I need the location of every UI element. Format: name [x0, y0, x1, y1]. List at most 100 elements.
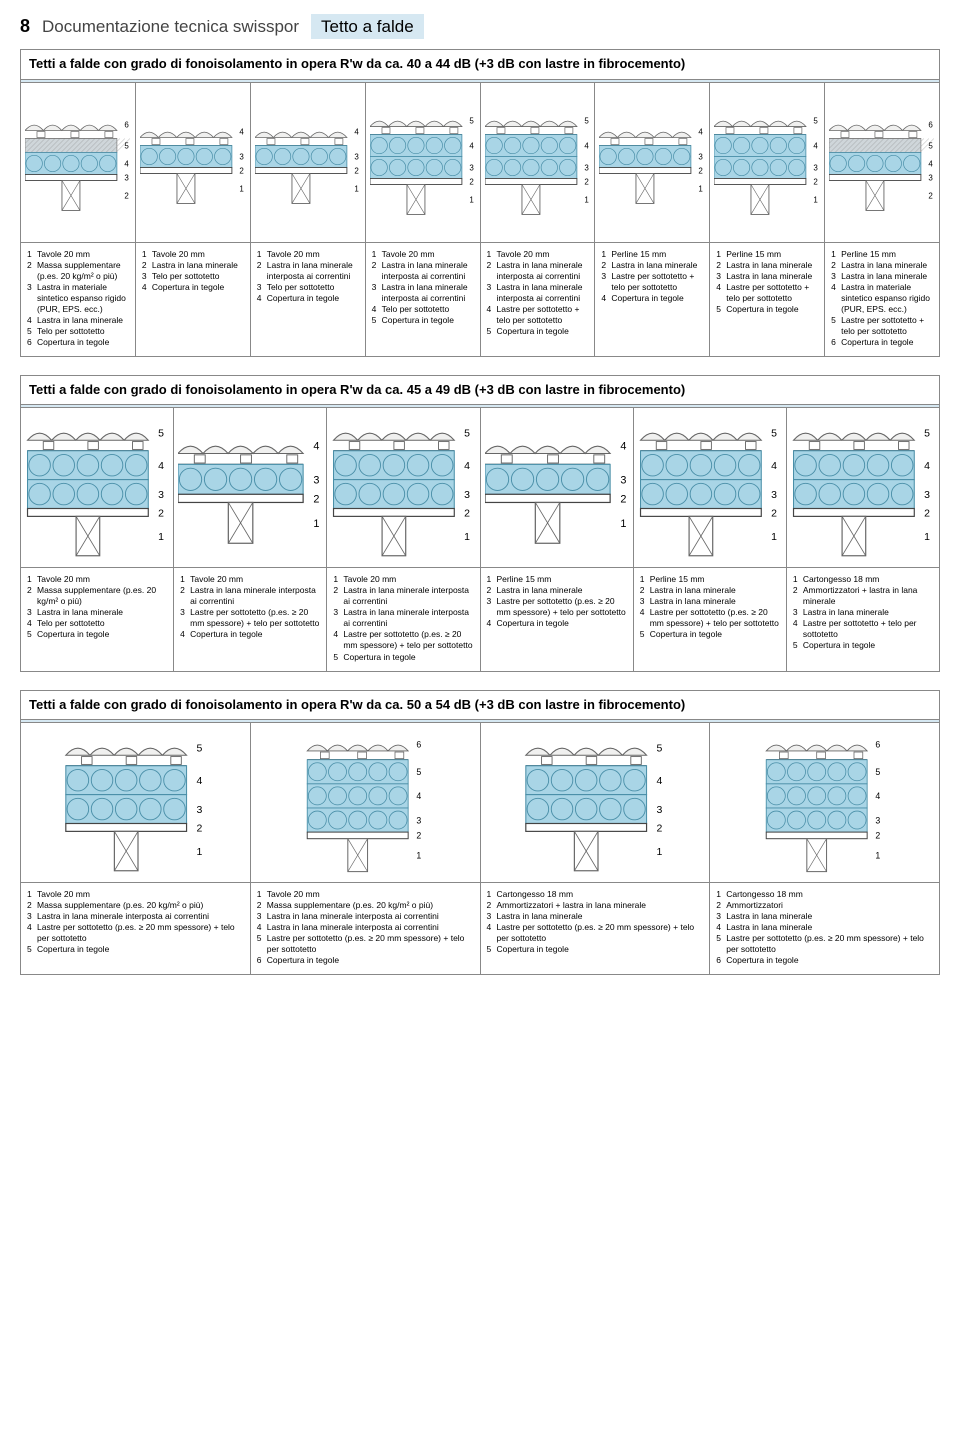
svg-text:2: 2	[814, 177, 819, 186]
legend-item: 2Lastra in lana minerale interposta ai c…	[180, 585, 320, 607]
svg-text:3: 3	[196, 804, 202, 816]
svg-text:2: 2	[929, 191, 934, 200]
svg-text:1: 1	[239, 184, 244, 193]
legend-text: Copertura in tegole	[37, 337, 109, 348]
legend-item: 1Perline 15 mm	[487, 574, 627, 585]
svg-text:6: 6	[876, 739, 881, 749]
legend-item: 1Perline 15 mm	[601, 249, 703, 260]
legend-number: 3	[487, 911, 497, 922]
legend-item: 3Lastre per sottotetto (p.es. ≥ 20 mm sp…	[180, 607, 320, 629]
legend-number: 2	[793, 585, 803, 607]
legend-number: 3	[180, 607, 190, 629]
legend-number: 1	[793, 574, 803, 585]
legend: 1Tavole 20 mm2Massa supplementare (p.es.…	[251, 883, 480, 974]
svg-text:5: 5	[924, 427, 930, 439]
svg-text:2: 2	[656, 822, 662, 834]
legend-text: Lastre per sottotetto (p.es. ≥ 20 mm spe…	[497, 596, 627, 618]
legend-text: Copertura in tegole	[841, 337, 913, 348]
svg-text:4: 4	[929, 159, 934, 168]
roof-variant-cell: 543211Tavole 20 mm2Massa supplementare (…	[21, 723, 251, 974]
roof-diagram: 654321	[251, 723, 480, 883]
legend-item: 3Lastra in lana minerale	[793, 607, 933, 618]
legend-number: 2	[180, 585, 190, 607]
legend-item: 5Telo per sottotetto	[27, 326, 129, 337]
legend-number: 5	[333, 652, 343, 663]
legend: 1Perline 15 mm2Lastra in lana minerale3L…	[634, 568, 786, 648]
legend-item: 5Copertura in tegole	[27, 944, 244, 955]
legend-number: 5	[487, 326, 497, 337]
legend-number: 3	[487, 282, 497, 304]
legend-text: Massa supplementare (p.es. 20 kg/m² o pi…	[37, 585, 167, 607]
legend-item: 2Lastra in lana minerale	[640, 585, 780, 596]
svg-text:5: 5	[416, 767, 421, 777]
svg-text:6: 6	[124, 120, 129, 129]
legend-item: 1Tavole 20 mm	[257, 889, 474, 900]
legend-number: 4	[601, 293, 611, 304]
legend-number: 2	[257, 260, 267, 282]
legend-number: 4	[487, 304, 497, 326]
svg-text:2: 2	[239, 166, 244, 175]
legend-number: 5	[793, 640, 803, 651]
legend: 1Tavole 20 mm2Lastra in lana minerale in…	[327, 568, 479, 670]
legend: 1Tavole 20 mm2Lastra in lana minerale3Te…	[136, 243, 250, 301]
legend-item: 2Lastra in lana minerale interposta ai c…	[333, 585, 473, 607]
legend-number: 3	[372, 282, 382, 304]
legend-number: 3	[716, 911, 726, 922]
legend-text: Lastre per sottotetto (p.es. ≥ 20 mm spe…	[190, 607, 320, 629]
roof-diagram: 654321	[710, 723, 939, 883]
svg-text:3: 3	[924, 489, 930, 501]
legend-number: 3	[27, 282, 37, 315]
legend-item: 2Lastra in lana minerale	[601, 260, 703, 271]
legend-number: 2	[27, 900, 37, 911]
legend-text: Lastra in lana minerale	[726, 922, 812, 933]
svg-text:2: 2	[620, 494, 626, 506]
legend: 1Tavole 20 mm2Lastra in lana minerale in…	[481, 243, 595, 345]
legend-item: 3Lastra in lana minerale interposta ai c…	[487, 282, 589, 304]
legend-number: 4	[831, 282, 841, 315]
svg-text:5: 5	[814, 116, 819, 125]
svg-text:1: 1	[771, 531, 777, 543]
legend-text: Copertura in tegole	[497, 944, 569, 955]
legend: 1Perline 15 mm2Lastra in lana minerale3L…	[595, 243, 709, 312]
legend-item: 3Lastra in lana minerale interposta ai c…	[257, 911, 474, 922]
svg-text:1: 1	[416, 850, 421, 860]
legend-item: 1Tavole 20 mm	[333, 574, 473, 585]
svg-text:5: 5	[465, 427, 471, 439]
roof-diagram: 54321	[634, 408, 786, 568]
svg-text:2: 2	[771, 508, 777, 520]
legend-text: Telo per sottotetto	[37, 326, 105, 337]
legend-item: 1Tavole 20 mm	[27, 249, 129, 260]
legend-number: 2	[831, 260, 841, 271]
sections-container: Tetti a falde con grado di fonoisolament…	[20, 49, 940, 975]
legend-number: 2	[27, 585, 37, 607]
legend-text: Telo per sottotetto	[382, 304, 450, 315]
legend-text: Ammortizzatori	[726, 900, 783, 911]
legend-text: Tavole 20 mm	[267, 249, 320, 260]
legend-text: Copertura in tegole	[497, 618, 569, 629]
section: Tetti a falde con grado di fonoisolament…	[20, 375, 940, 672]
svg-text:1: 1	[158, 531, 164, 543]
legend-item: 3Lastra in lana minerale	[487, 911, 704, 922]
legend-number: 5	[831, 315, 841, 337]
legend-number: 1	[716, 249, 726, 260]
svg-text:4: 4	[620, 441, 626, 453]
legend-item: 5Copertura in tegole	[716, 304, 818, 315]
legend-text: Lastre per sottotetto (p.es. ≥ 20 mm spe…	[37, 922, 244, 944]
svg-text:4: 4	[239, 127, 244, 136]
legend: 1Perline 15 mm2Lastra in lana minerale3L…	[710, 243, 824, 323]
legend-number: 4	[257, 922, 267, 933]
roof-diagram: 54321	[481, 723, 710, 883]
legend-number: 1	[487, 574, 497, 585]
legend-text: Telo per sottotetto	[152, 271, 220, 282]
legend-text: Lastra in lana minerale	[497, 911, 583, 922]
legend-text: Perline 15 mm	[726, 249, 781, 260]
svg-text:1: 1	[354, 184, 359, 193]
roof-variant-cell: 543211Tavole 20 mm2Lastra in lana minera…	[481, 83, 596, 356]
legend-text: Lastre per sottotetto + telo per sottote…	[611, 271, 703, 293]
legend-text: Lastra in lana minerale	[841, 260, 927, 271]
legend-number: 1	[716, 889, 726, 900]
legend-text: Copertura in tegole	[267, 955, 339, 966]
roof-diagram: 54321	[787, 408, 939, 568]
legend-text: Tavole 20 mm	[152, 249, 205, 260]
legend-item: 4Lastra in lana minerale interposta ai c…	[257, 922, 474, 933]
